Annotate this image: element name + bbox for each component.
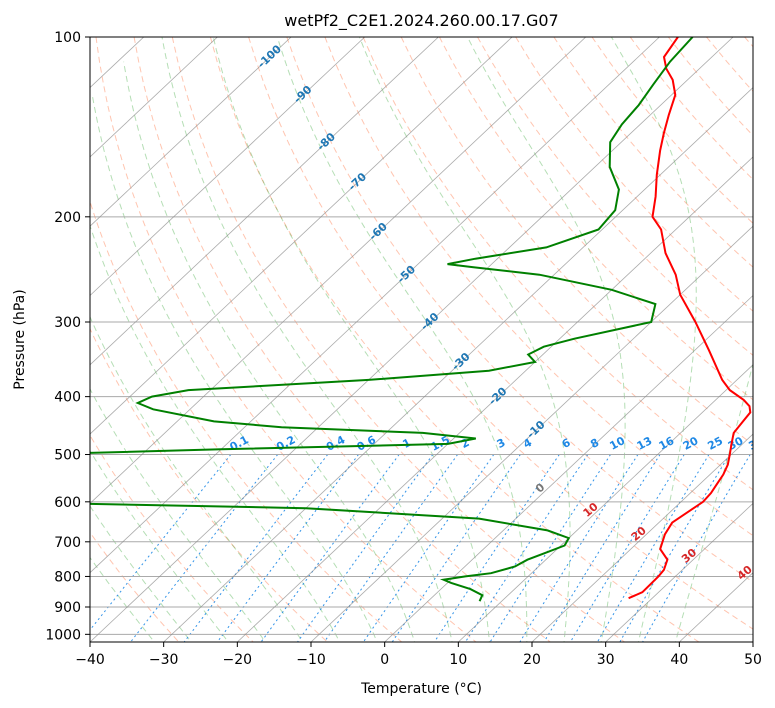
y-tick-label: 800 [54,569,81,585]
moist-adiabat-line [161,37,453,642]
y-tick-label: 100 [54,30,81,46]
x-axis-ticks: −40 −30 −20 −10 0 10 20 30 40 50 [75,642,762,668]
mixing-ratio-line [569,454,685,642]
moist-adiabat-line [467,37,626,642]
chart-title: wetPf2_C2E1.2024.260.00.17.G07 [284,11,558,31]
mixing-ratio-line [543,454,661,642]
mixing-ratio-line [464,454,589,642]
mixing-ratio-line [596,454,710,642]
x-tick-label: −20 [223,652,253,668]
moist-adiabat-label: 40 [735,563,755,583]
y-tick-label: 400 [54,390,81,406]
mixing-ratio-label: 25 [705,434,725,453]
moist-adiabat-line [91,94,378,642]
dry-adiabat-line [324,37,753,537]
moist-adiabat-line [276,37,528,642]
moist-adiabat-line [610,37,697,642]
y-axis-ticks: 100 200 300 400 500 600 700 800 900 1000 [45,30,90,643]
isotherm-line [90,37,734,642]
dewpoint-profile-line [90,37,694,602]
mixing-ratio-line [260,454,400,642]
moist-adiabat-line [674,361,753,642]
y-tick-label: 200 [54,210,81,226]
y-tick-label: 1000 [45,627,81,643]
dry-adiabat-line [248,37,753,630]
dry-adiabat-line [95,37,477,642]
x-tick-label: 30 [597,652,615,668]
mixing-ratio-line [296,454,434,642]
mixing-ratio-label: 13 [635,434,655,453]
mixing-ratio-label: 36 [746,434,766,453]
mixing-ratio-label: 10 [608,434,628,453]
dry-adiabat-line [400,37,753,446]
dry-adiabat-line [90,434,254,642]
x-tick-label: 20 [523,652,541,668]
y-axis-label: Pressure (hPa) [12,289,28,389]
x-tick-label: 40 [670,652,688,668]
mixing-ratio-label: 16 [657,434,677,453]
dry-adiabat-line [515,37,753,312]
isotherm-line [90,37,366,297]
dry-adiabat-line [133,37,552,642]
isotherm-line [458,364,753,642]
x-axis-label: Temperature (°C) [360,681,482,697]
y-tick-label: 500 [54,448,81,464]
mixing-ratio-lines [90,454,751,642]
isotherm-line [163,87,753,642]
x-tick-label: −30 [149,652,179,668]
pressure-gridlines [90,37,753,635]
mixing-ratio-line [90,454,232,631]
plot-frame [89,36,754,643]
y-tick-label: 900 [54,600,81,616]
isotherm-line [90,37,587,504]
x-tick-label: −40 [75,652,105,668]
mixing-ratio-label: 20 [681,434,701,453]
moist-adiabat-line [123,61,416,642]
isotherm-line [384,294,753,642]
isotherm-line [531,433,753,642]
moist-adiabat-line [90,505,192,642]
isotherm-line [310,225,753,642]
moist-adiabat-line [90,224,341,642]
isotherm-line [90,37,660,574]
dry-adiabat-line [171,37,626,642]
mixing-ratio-line [216,454,359,642]
mixing-ratio-line [183,454,329,642]
isotherm-line [605,502,753,642]
mixing-ratio-line [619,454,730,642]
x-tick-label: 10 [449,652,467,668]
y-tick-label: 700 [54,535,81,551]
y-tick-label: 600 [54,495,81,511]
moist-adiabat-line [212,37,490,642]
moist-adiabat-line [358,37,571,642]
isotherms [90,37,753,642]
isotherm-line [90,37,439,366]
mixing-ratio-line [519,454,639,642]
moist-adiabat-line [90,449,229,642]
x-tick-label: 0 [380,652,389,668]
isotherm-line [90,37,218,158]
y-tick-label: 300 [54,315,81,331]
dry-adiabat-line [362,37,753,491]
x-tick-label: 50 [744,652,762,668]
dry-adiabat-line [286,37,753,583]
x-tick-label: −10 [296,652,326,668]
isotherm-line [237,156,753,642]
dry-adiabat-line [209,37,700,642]
moist-adiabats [90,37,753,642]
isotherm-line [90,37,292,227]
temperature-profile-line [628,37,752,600]
dry-adiabats [90,37,753,642]
dry-adiabat-line [477,37,753,356]
isotherm-line [90,37,513,435]
mixing-ratio-line [362,454,495,642]
profile-series [90,37,752,602]
